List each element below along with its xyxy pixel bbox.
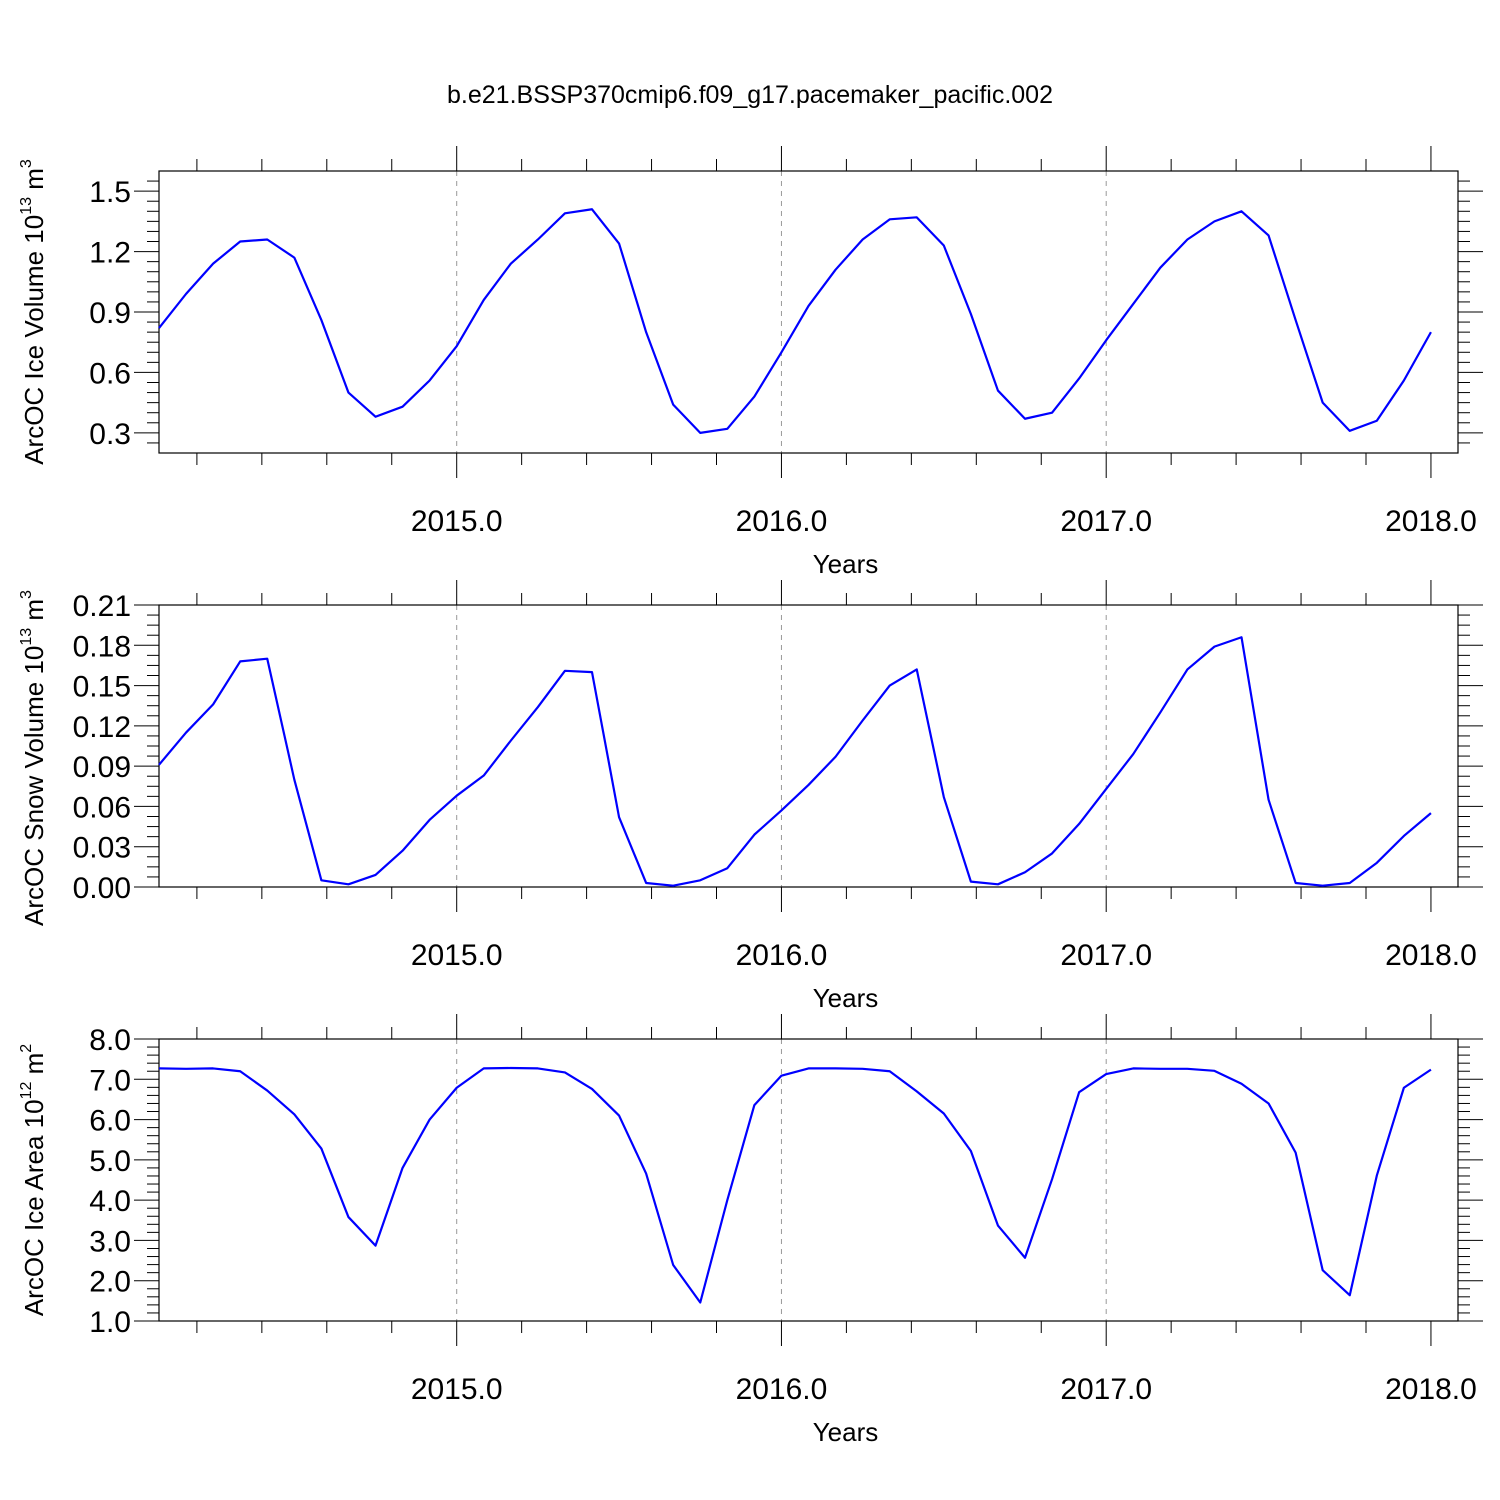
series-line bbox=[158, 1066, 1432, 1304]
y-tick-label: 0.18 bbox=[73, 630, 131, 663]
x-axis-label: Years bbox=[813, 1417, 879, 1447]
y-axis-label-unit: m bbox=[19, 599, 49, 628]
y-tick-label: 5.0 bbox=[89, 1145, 131, 1178]
x-tick-label: 2018.0 bbox=[1385, 939, 1477, 972]
y-axis-label-unit: m bbox=[19, 168, 49, 197]
y-tick-label: 1.2 bbox=[89, 237, 131, 270]
y-tick-label: 0.6 bbox=[89, 357, 131, 390]
y-axis-label-exponent: 12 bbox=[18, 1082, 35, 1100]
x-tick-label: 2016.0 bbox=[736, 1373, 828, 1406]
y-tick-label: 6.0 bbox=[89, 1105, 131, 1138]
series-line bbox=[158, 636, 1432, 887]
y-tick-label: 3.0 bbox=[89, 1225, 131, 1258]
x-tick-label: 2016.0 bbox=[736, 939, 828, 972]
x-tick-label: 2017.0 bbox=[1060, 505, 1152, 538]
y-tick-label: 0.09 bbox=[73, 751, 131, 784]
panel-2: 2015.0 2016.0 2017.0 2018.0 0.00 0.03 0.06 0.09… bbox=[18, 580, 1483, 1013]
y-tick-label: 0.3 bbox=[89, 418, 131, 451]
y-axis-label: ArcOC Ice Volume 1013 m3 bbox=[18, 159, 49, 465]
y-axis-label-unit: m bbox=[19, 1053, 49, 1082]
x-tick-label: 2015.0 bbox=[411, 505, 503, 538]
y-tick-label: 8.0 bbox=[89, 1024, 131, 1057]
x-tick-label: 2017.0 bbox=[1060, 939, 1152, 972]
panel-3: 2015.0 2016.0 2017.0 2018.0 1.0 2.0 3.0 4.0 5.0 6… bbox=[18, 1014, 1483, 1447]
y-axis-label-unit-exponent: 3 bbox=[18, 590, 35, 599]
plot-frame bbox=[158, 604, 1459, 888]
y-tick-label: 0.15 bbox=[73, 671, 131, 704]
panel-1: 2015.0 2016.0 2017.0 2018.0 0.3 0.6 0.9 1.2 1.5 Y… bbox=[18, 146, 1483, 579]
y-tick-label: 0.06 bbox=[73, 791, 131, 824]
y-tick-label: 0.03 bbox=[73, 832, 131, 865]
y-tick-label: 0.00 bbox=[73, 872, 131, 905]
y-axis-label-exponent: 13 bbox=[18, 628, 35, 646]
plot-frame bbox=[158, 1038, 1459, 1322]
x-tick-label: 2018.0 bbox=[1385, 1373, 1477, 1406]
y-tick-label: 1.5 bbox=[89, 176, 131, 209]
y-axis-label-unit-exponent: 2 bbox=[18, 1044, 35, 1053]
x-tick-label: 2015.0 bbox=[411, 939, 503, 972]
x-axis-label: Years bbox=[813, 549, 879, 579]
y-tick-label: 1.0 bbox=[89, 1306, 131, 1339]
y-tick-label: 0.9 bbox=[89, 297, 131, 330]
y-tick-label: 0.12 bbox=[73, 711, 131, 744]
x-axis-label: Years bbox=[813, 983, 879, 1013]
y-tick-label: 0.21 bbox=[73, 590, 131, 623]
y-tick-label: 2.0 bbox=[89, 1266, 131, 1299]
y-tick-label: 7.0 bbox=[89, 1064, 131, 1097]
y-axis-label-exponent: 13 bbox=[18, 197, 35, 215]
y-tick-label: 4.0 bbox=[89, 1185, 131, 1218]
y-axis-label-text: ArcOC Ice Area 10 bbox=[19, 1099, 49, 1316]
y-axis-label-text: ArcOC Snow Volume 10 bbox=[19, 646, 49, 926]
y-axis-label-text: ArcOC Ice Volume 10 bbox=[19, 215, 49, 465]
x-tick-label: 2015.0 bbox=[411, 1373, 503, 1406]
x-tick-label: 2017.0 bbox=[1060, 1373, 1152, 1406]
panels: 2015.0 2016.0 2017.0 2018.0 0.3 0.6 0.9 1.2 1.5 Y… bbox=[18, 146, 1483, 1447]
y-axis-label-unit-exponent: 3 bbox=[18, 159, 35, 168]
plot-frame bbox=[158, 170, 1459, 454]
y-axis-label: ArcOC Snow Volume 1013 m3 bbox=[18, 590, 49, 926]
figure-title: b.e21.BSSP370cmip6.f09_g17.pacemaker_pac… bbox=[447, 81, 1053, 109]
y-axis-label: ArcOC Ice Area 1012 m2 bbox=[18, 1044, 49, 1316]
x-tick-label: 2016.0 bbox=[736, 505, 828, 538]
x-tick-label: 2018.0 bbox=[1385, 505, 1477, 538]
series-line bbox=[158, 208, 1432, 434]
